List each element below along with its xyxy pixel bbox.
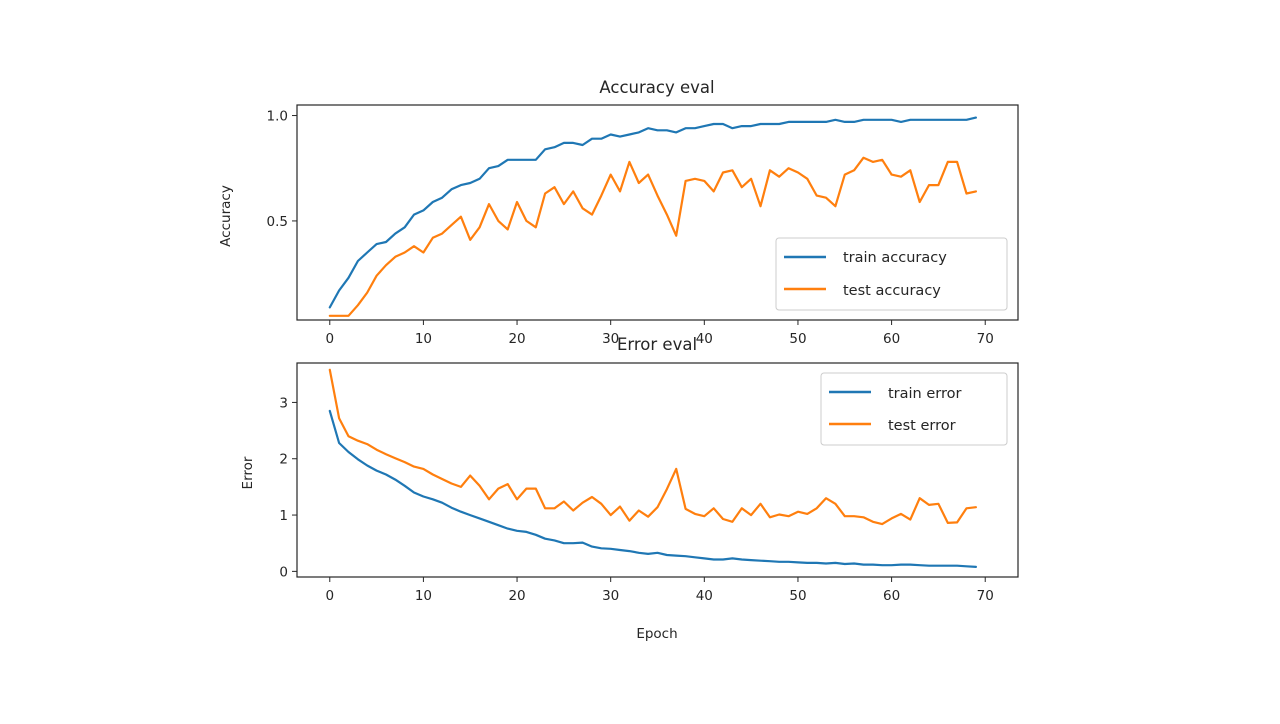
- x-tick-label: 0: [325, 331, 334, 347]
- y-tick-label: 2: [279, 452, 288, 468]
- accuracy-yticks: 0.5 1.0: [267, 109, 297, 230]
- x-tick-label: 30: [602, 331, 619, 347]
- x-tick-label: 70: [977, 588, 994, 604]
- x-tick-label: 50: [789, 588, 806, 604]
- test-error-legend-label: test error: [888, 418, 956, 434]
- train-accuracy-legend-label: train accuracy: [843, 250, 947, 266]
- error-subplot: 0 10 20 30 40 50 60 70 0 1 2 3 Error eval Error Ep…: [240, 335, 1019, 642]
- x-tick-label: 70: [977, 331, 994, 347]
- error-yticks: 0 1 2 3: [279, 395, 297, 580]
- train-error-line: [328, 409, 978, 569]
- y-tick-label: 1.0: [267, 109, 288, 125]
- x-tick-label: 50: [789, 331, 806, 347]
- error-legend-box: [820, 372, 1008, 446]
- accuracy-title: Accuracy eval: [599, 78, 714, 97]
- error-axes-frame: [296, 362, 1019, 578]
- x-tick-label: 60: [883, 331, 900, 347]
- x-tick-label: 10: [415, 331, 432, 347]
- accuracy-xticks: 0 10 20 30 40 50 60 70: [325, 320, 994, 347]
- x-tick-label: 40: [696, 588, 713, 604]
- x-tick-label: 10: [415, 588, 432, 604]
- error-title: Error eval: [617, 335, 697, 354]
- test-accuracy-legend-label: test accuracy: [843, 283, 941, 299]
- x-tick-label: 30: [602, 588, 619, 604]
- accuracy-lines: [328, 116, 978, 317]
- error-ylabel: Error: [240, 456, 256, 489]
- x-tick-label: 40: [696, 331, 713, 347]
- x-tick-label: 20: [508, 588, 525, 604]
- error-lines: [328, 368, 978, 569]
- accuracy-axes-frame: [296, 104, 1019, 321]
- error-xlabel: Epoch: [636, 626, 677, 642]
- x-tick-label: 20: [508, 331, 525, 347]
- accuracy-legend-box: [775, 237, 1008, 311]
- train-error-legend-label: train error: [888, 386, 962, 402]
- accuracy-legend: train accuracy test accuracy: [775, 237, 1008, 311]
- y-tick-label: 0.5: [267, 214, 288, 230]
- error-legend: train error test error: [820, 372, 1008, 446]
- y-tick-label: 0: [279, 564, 288, 580]
- train-accuracy-line: [328, 116, 978, 309]
- error-xticks: 0 10 20 30 40 50 60 70: [325, 577, 994, 604]
- accuracy-subplot: Accuracy eval Accuracy 0 10 20 30 40 50 60 70 0…: [218, 78, 1019, 347]
- test-accuracy-line: [328, 156, 978, 317]
- x-tick-label: 0: [325, 588, 334, 604]
- y-tick-label: 1: [279, 508, 288, 524]
- test-error-line: [328, 368, 978, 526]
- accuracy-ylabel: Accuracy: [218, 185, 234, 247]
- x-tick-label: 60: [883, 588, 900, 604]
- y-tick-label: 3: [279, 395, 288, 411]
